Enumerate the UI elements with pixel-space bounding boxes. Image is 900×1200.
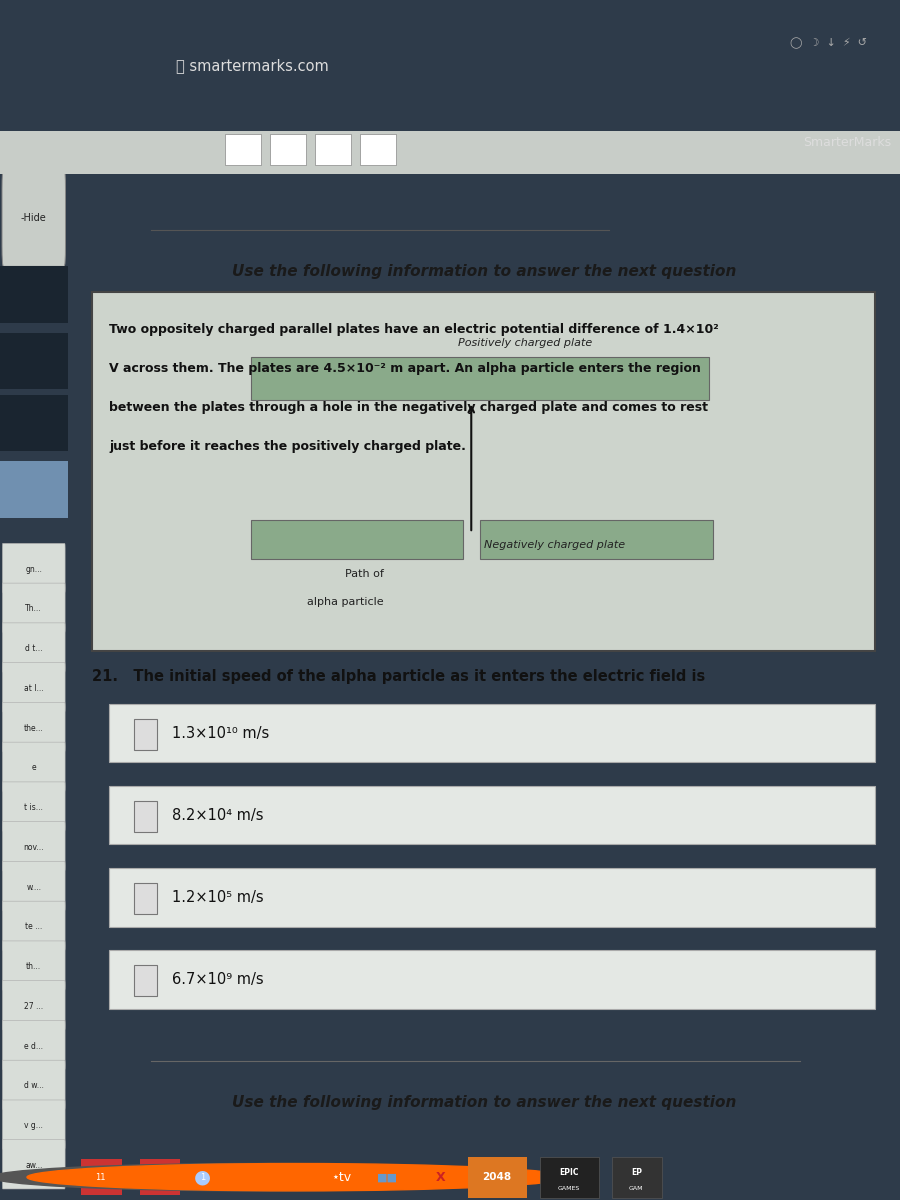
FancyBboxPatch shape: [3, 742, 65, 791]
FancyBboxPatch shape: [3, 1100, 65, 1150]
Bar: [109, 786, 875, 845]
Text: EP: EP: [631, 1168, 642, 1177]
FancyBboxPatch shape: [2, 169, 66, 266]
Text: GAMES: GAMES: [558, 1186, 580, 1192]
Text: t is...: t is...: [24, 803, 43, 812]
Text: just before it reaches the positively charged plate.: just before it reaches the positively ch…: [109, 439, 466, 452]
FancyBboxPatch shape: [3, 980, 65, 1030]
FancyBboxPatch shape: [3, 941, 65, 990]
Text: e d...: e d...: [24, 1042, 43, 1051]
FancyBboxPatch shape: [3, 623, 65, 672]
Text: w....: w....: [26, 882, 41, 892]
Text: ●: ●: [194, 1168, 211, 1187]
FancyBboxPatch shape: [3, 822, 65, 871]
Text: X: X: [436, 1171, 446, 1183]
Text: SmarterMarks: SmarterMarks: [803, 136, 891, 149]
Text: 21.   The initial speed of the alpha particle as it enters the electric field is: 21. The initial speed of the alpha parti…: [93, 668, 706, 684]
FancyBboxPatch shape: [3, 702, 65, 751]
Bar: [250, 356, 708, 400]
Bar: [0, 266, 68, 323]
Bar: [250, 520, 463, 559]
Text: e: e: [32, 763, 36, 773]
Text: 11: 11: [95, 1172, 106, 1182]
Text: ⋆tv: ⋆tv: [332, 1171, 352, 1183]
Bar: [540, 1157, 598, 1198]
FancyBboxPatch shape: [3, 1140, 65, 1189]
Bar: [225, 134, 261, 166]
Bar: [109, 868, 875, 926]
Text: 1.2×10⁵ m/s: 1.2×10⁵ m/s: [172, 890, 263, 905]
Text: te ...: te ...: [25, 923, 42, 931]
Text: Negatively charged plate: Negatively charged plate: [484, 540, 625, 551]
Bar: [270, 134, 306, 166]
Bar: [360, 134, 396, 166]
Text: Positively charged plate: Positively charged plate: [458, 338, 592, 348]
Text: V across them. The plates are 4.5×10⁻² m apart. An alpha particle enters the reg: V across them. The plates are 4.5×10⁻² m…: [109, 361, 701, 374]
Text: 8.2×10⁴ m/s: 8.2×10⁴ m/s: [172, 808, 263, 823]
Bar: [0, 395, 68, 451]
Text: nov...: nov...: [23, 842, 44, 852]
Circle shape: [0, 1164, 531, 1190]
Text: Path of: Path of: [345, 569, 384, 580]
Bar: [140, 1159, 180, 1195]
Bar: [134, 800, 158, 832]
Bar: [109, 704, 875, 762]
Bar: [468, 1157, 526, 1198]
Text: Use the following information to answer the next question: Use the following information to answer …: [231, 264, 736, 278]
Bar: [134, 883, 158, 913]
Bar: [0, 131, 900, 174]
FancyBboxPatch shape: [3, 782, 65, 832]
Bar: [0, 461, 68, 517]
Text: EPIC: EPIC: [559, 1168, 579, 1177]
Text: 🔒 smartermarks.com: 🔒 smartermarks.com: [176, 59, 328, 73]
Text: ■■: ■■: [376, 1172, 398, 1182]
Text: -Hide: -Hide: [21, 214, 47, 223]
Text: 6.7×10⁹ m/s: 6.7×10⁹ m/s: [172, 972, 263, 986]
FancyBboxPatch shape: [3, 583, 65, 632]
Text: GAM: GAM: [629, 1186, 643, 1192]
Circle shape: [27, 1164, 567, 1190]
Text: 1.3×10¹⁰ m/s: 1.3×10¹⁰ m/s: [172, 726, 269, 740]
FancyBboxPatch shape: [3, 1061, 65, 1110]
FancyBboxPatch shape: [3, 544, 65, 593]
Text: 27 ...: 27 ...: [24, 1002, 43, 1010]
Bar: [109, 950, 875, 1009]
Text: v g...: v g...: [24, 1121, 43, 1130]
FancyBboxPatch shape: [3, 901, 65, 950]
Text: the...: the...: [24, 724, 43, 732]
Text: aw...: aw...: [25, 1160, 42, 1170]
Text: at l...: at l...: [24, 684, 43, 692]
Text: alpha particle: alpha particle: [307, 596, 384, 607]
Text: Two oppositely charged parallel plates have an electric potential difference of : Two oppositely charged parallel plates h…: [109, 323, 719, 336]
FancyBboxPatch shape: [3, 662, 65, 712]
Text: 1: 1: [200, 1172, 205, 1182]
Bar: [0, 334, 68, 390]
Bar: [134, 719, 158, 750]
Bar: [134, 965, 158, 996]
FancyBboxPatch shape: [3, 862, 65, 911]
FancyBboxPatch shape: [3, 1020, 65, 1069]
Text: d w...: d w...: [23, 1081, 44, 1091]
Bar: [93, 292, 875, 652]
Text: gn...: gn...: [25, 564, 42, 574]
Text: th...: th...: [26, 962, 41, 971]
Bar: [480, 520, 713, 559]
Text: d t...: d t...: [25, 644, 42, 653]
Text: Use the following information to answer the next question: Use the following information to answer …: [231, 1096, 736, 1110]
Bar: [315, 134, 351, 166]
Bar: [81, 1159, 122, 1195]
Text: ◯  ☽  ↓  ⚡  ↺: ◯ ☽ ↓ ⚡ ↺: [789, 37, 867, 49]
Bar: [612, 1157, 662, 1198]
Text: Th...: Th...: [25, 605, 42, 613]
Text: between the plates through a hole in the negatively charged plate and comes to r: between the plates through a hole in the…: [109, 401, 708, 414]
Text: 2048: 2048: [482, 1172, 511, 1182]
